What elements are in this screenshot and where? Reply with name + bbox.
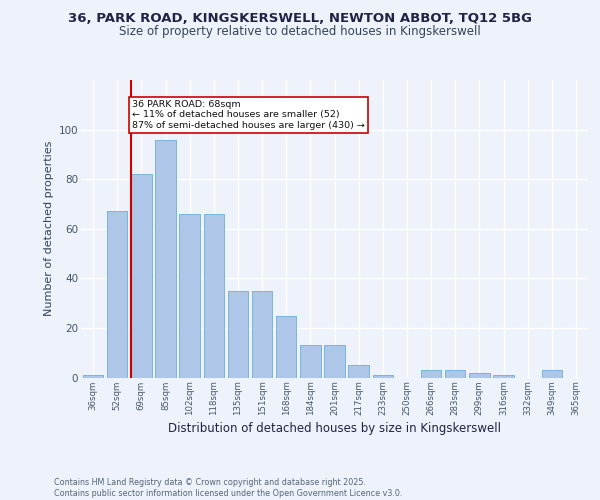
- Bar: [349, 365, 369, 378]
- Bar: [131, 174, 152, 378]
- X-axis label: Distribution of detached houses by size in Kingskerswell: Distribution of detached houses by size …: [168, 422, 501, 435]
- Bar: [421, 370, 442, 378]
- Bar: [276, 316, 296, 378]
- Bar: [373, 375, 393, 378]
- Bar: [469, 372, 490, 378]
- Bar: [227, 290, 248, 378]
- Text: Size of property relative to detached houses in Kingskerswell: Size of property relative to detached ho…: [119, 25, 481, 38]
- Bar: [252, 290, 272, 378]
- Bar: [83, 375, 103, 378]
- Bar: [179, 214, 200, 378]
- Bar: [203, 214, 224, 378]
- Text: Contains HM Land Registry data © Crown copyright and database right 2025.
Contai: Contains HM Land Registry data © Crown c…: [54, 478, 403, 498]
- Bar: [493, 375, 514, 378]
- Text: 36, PARK ROAD, KINGSKERSWELL, NEWTON ABBOT, TQ12 5BG: 36, PARK ROAD, KINGSKERSWELL, NEWTON ABB…: [68, 12, 532, 26]
- Bar: [542, 370, 562, 378]
- Bar: [445, 370, 466, 378]
- Bar: [107, 212, 127, 378]
- Bar: [155, 140, 176, 378]
- Bar: [324, 346, 345, 378]
- Bar: [300, 346, 320, 378]
- Text: 36 PARK ROAD: 68sqm
← 11% of detached houses are smaller (52)
87% of semi-detach: 36 PARK ROAD: 68sqm ← 11% of detached ho…: [132, 100, 365, 130]
- Y-axis label: Number of detached properties: Number of detached properties: [44, 141, 55, 316]
